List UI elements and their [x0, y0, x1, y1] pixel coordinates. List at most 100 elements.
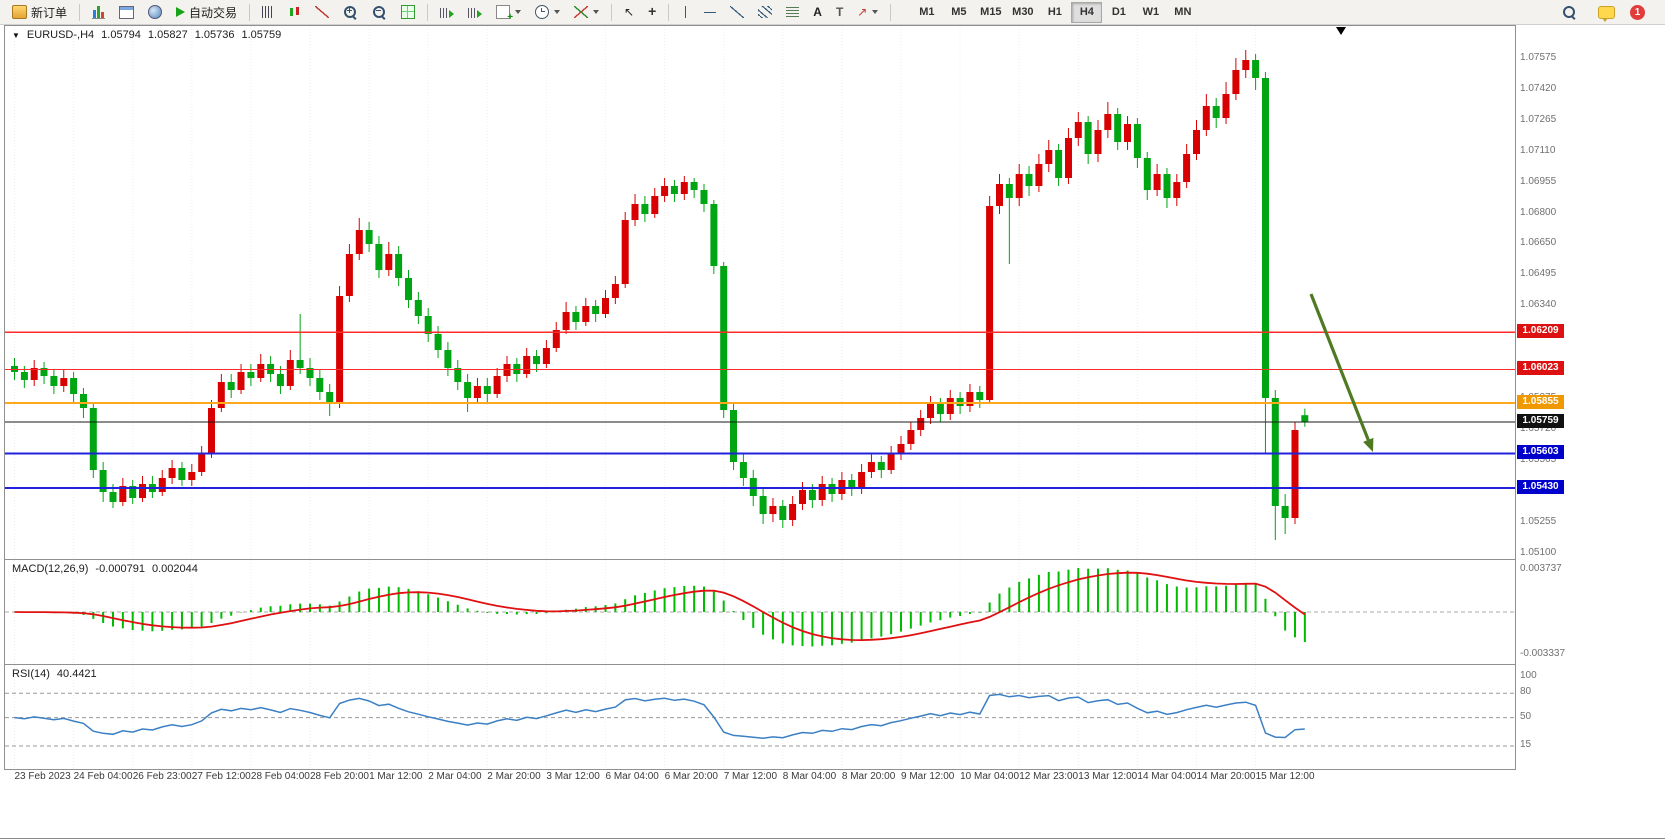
- market-watch-button[interactable]: [86, 1, 111, 24]
- rsi-axis-label: 15: [1520, 739, 1532, 750]
- chart-bars-button[interactable]: [256, 1, 280, 24]
- cursor-button[interactable]: [618, 1, 640, 24]
- search-button[interactable]: [1556, 1, 1583, 24]
- fibonacci-button[interactable]: [780, 1, 805, 24]
- autotrade-play-icon: [176, 7, 186, 17]
- navigator-button[interactable]: [142, 1, 168, 24]
- symbol-ohlc-label: ▼ EURUSD-,H4 1.05794 1.05827 1.05736 1.0…: [12, 29, 281, 43]
- zoom-in-button[interactable]: [337, 1, 364, 24]
- chat-button[interactable]: [1592, 1, 1621, 24]
- time-axis-label: 12 Mar 23:00: [1019, 771, 1079, 782]
- one-click-trading-toggle[interactable]: ▼: [12, 31, 20, 40]
- rsi-value: 40.4421: [56, 668, 97, 680]
- vertical-line-button[interactable]: [675, 1, 696, 24]
- zoom-in-icon: [343, 4, 359, 20]
- macd-axis-label: -0.003337: [1520, 648, 1566, 659]
- timeframe-button-h1[interactable]: H1: [1047, 5, 1062, 18]
- price-axis-label: 1.06495: [1520, 268, 1557, 279]
- chart-shift-button[interactable]: [462, 1, 488, 24]
- macd-title: MACD(12,26,9): [12, 563, 89, 575]
- zoom-out-icon: [372, 4, 388, 20]
- macd-value-2: 0.002044: [151, 563, 198, 575]
- rsi-canvas[interactable]: [5, 665, 1515, 769]
- high-value: 1.05827: [147, 29, 188, 41]
- timeframe-button-m15[interactable]: M15: [980, 5, 1002, 18]
- market-watch-icon: [92, 5, 106, 19]
- crosshair-button[interactable]: [642, 1, 662, 24]
- low-value: 1.05736: [194, 29, 235, 41]
- timeframe-button-m30[interactable]: M30: [1012, 5, 1034, 18]
- time-axis-label: 7 Mar 12:00: [723, 771, 778, 782]
- data-window-button[interactable]: [113, 1, 140, 24]
- line-chart-icon: [315, 6, 330, 18]
- time-axis-label: 14 Mar 20:00: [1196, 771, 1256, 782]
- price-tag-1.05759: 1.05759: [1517, 414, 1564, 429]
- symbol-period-label: EURUSD-,H4: [26, 29, 95, 41]
- zoom-out-button[interactable]: [366, 1, 393, 24]
- panel-divider[interactable]: [5, 664, 1515, 665]
- timeframe-button-mn[interactable]: MN: [1174, 5, 1192, 18]
- rsi-axis-label: 50: [1520, 710, 1532, 722]
- price-axis-label: 1.06650: [1520, 237, 1557, 248]
- time-axis-label: 9 Mar 12:00: [901, 771, 955, 782]
- trendline-button[interactable]: [724, 1, 750, 24]
- text-icon: [813, 5, 822, 19]
- indicators-button[interactable]: [568, 1, 605, 24]
- time-axis-label: 23 Feb 2023: [14, 771, 71, 782]
- text-button[interactable]: [807, 1, 828, 24]
- time-axis-label: 14 Mar 04:00: [1137, 771, 1197, 782]
- timeframe-button-w1[interactable]: W1: [1142, 5, 1160, 18]
- macd-canvas[interactable]: [5, 560, 1515, 664]
- rsi-line: [14, 693, 1305, 739]
- tile-windows-icon: [401, 5, 416, 19]
- price-axis-label: 1.07420: [1520, 83, 1557, 94]
- autotrade-button[interactable]: 自动交易: [170, 1, 243, 24]
- panel-divider[interactable]: [5, 559, 1515, 560]
- timeframe-button-m1[interactable]: M1: [919, 5, 935, 18]
- new-chart-button[interactable]: [490, 1, 527, 24]
- arrow-tool-icon: [857, 5, 867, 19]
- period-button[interactable]: [529, 1, 566, 24]
- chat-bubble-icon: [1598, 5, 1615, 22]
- toolbar-separator: [427, 3, 429, 21]
- price-axis-label: 1.05720: [1520, 423, 1557, 434]
- arrows-tool-button[interactable]: [851, 1, 884, 24]
- new-order-button[interactable]: 新订单: [6, 1, 73, 24]
- toolbar-separator: [890, 3, 892, 21]
- horizontal-level-lines[interactable]: [5, 331, 1515, 489]
- price-axis-label: 1.05100: [1520, 547, 1557, 558]
- price-axis[interactable]: 1.07575 1.07420 1.07265 1.07110 1.06955 1.068…: [1517, 25, 1565, 768]
- tile-windows-button[interactable]: [395, 1, 421, 24]
- text-label-button[interactable]: [830, 1, 849, 24]
- auto-scroll-button[interactable]: [434, 1, 460, 24]
- time-axis-label: 28 Feb 04:00: [250, 771, 310, 782]
- price-chart-canvas[interactable]: [5, 26, 1515, 559]
- price-axis-label: 1.07265: [1520, 114, 1557, 125]
- macd-panel[interactable]: MACD(12,26,9) -0.000791 0.002044: [5, 560, 1515, 664]
- indicators-icon: [574, 6, 589, 18]
- chart-candles-button[interactable]: [282, 1, 307, 24]
- channel-button[interactable]: [752, 1, 778, 24]
- price-axis-label: 1.05565: [1520, 454, 1557, 465]
- trendline-icon: [730, 6, 745, 18]
- macd-histogram: [23, 568, 1306, 647]
- trend-arrow-annotation[interactable]: [1309, 293, 1374, 452]
- new-chart-icon: [496, 5, 513, 23]
- timeframe-button-d1[interactable]: D1: [1111, 5, 1126, 18]
- time-axis-label: 1 Mar 12:00: [369, 771, 423, 782]
- new-order-icon: [12, 5, 27, 19]
- timeframe-button-m5[interactable]: M5: [951, 5, 967, 18]
- time-axis-label: 15 Mar 12:00: [1255, 771, 1315, 782]
- new-order-label: 新订单: [31, 5, 68, 20]
- horizontal-line-button[interactable]: [698, 1, 722, 24]
- chart-line-button[interactable]: [309, 1, 335, 24]
- price-axis-label: 1.07575: [1520, 52, 1557, 63]
- rsi-axis-label: 80: [1520, 686, 1532, 698]
- rsi-panel[interactable]: RSI(14) 40.4421: [5, 665, 1515, 769]
- timeframe-button-h4[interactable]: H4: [1071, 1, 1103, 23]
- time-axis-label: 6 Mar 20:00: [664, 771, 718, 782]
- toolbar-separator: [611, 3, 613, 21]
- time-axis[interactable]: 23 Feb 2023 24 Feb 04:00 26 Feb 23:00 27 Fe…: [4, 770, 1516, 786]
- price-chart-panel[interactable]: ▼ EURUSD-,H4 1.05794 1.05827 1.05736 1.0…: [5, 26, 1515, 559]
- notification-badge[interactable]: 1: [1630, 4, 1645, 20]
